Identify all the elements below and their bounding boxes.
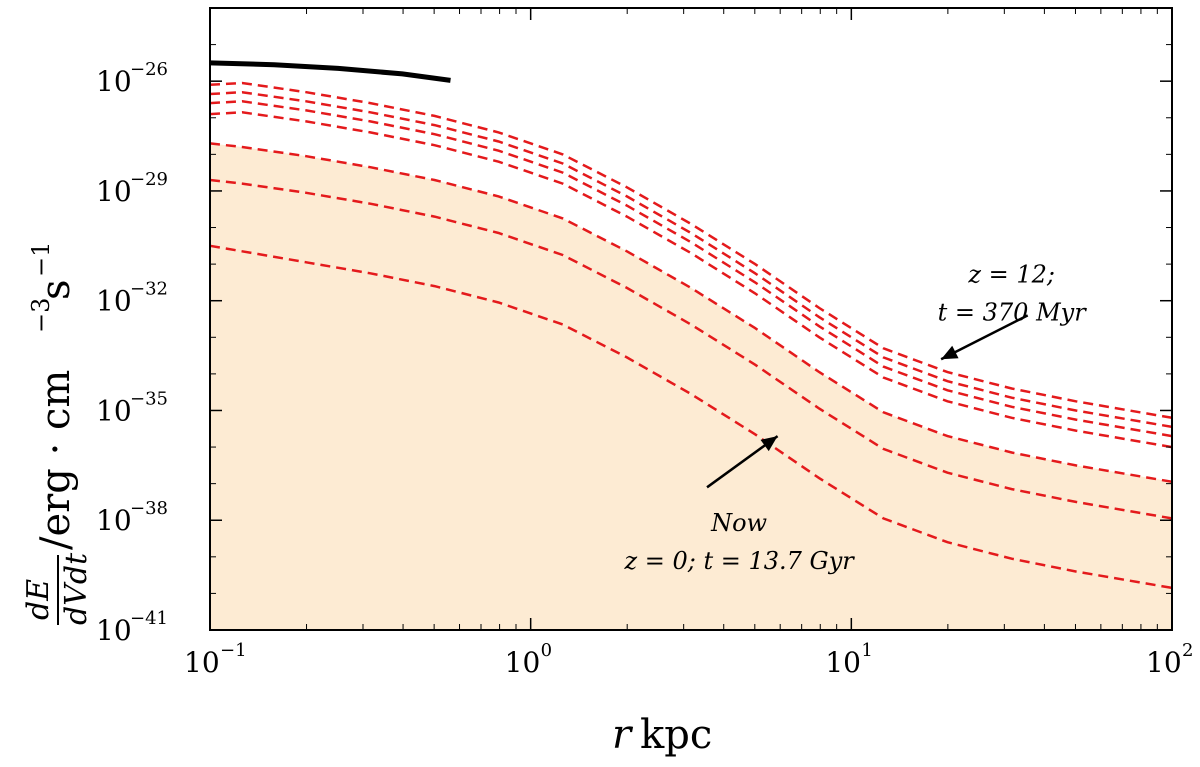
x-tick-label: 10 xyxy=(825,646,861,679)
annotation-now-line-2: z = 0; t = 13.7 Gyr xyxy=(623,547,855,575)
y-tick-exp: −38 xyxy=(130,498,168,519)
x-tick-label: 10 xyxy=(1146,646,1182,679)
x-tick-label: 10 xyxy=(505,646,541,679)
shaded-region xyxy=(210,143,1172,630)
y-tick-exp: −32 xyxy=(130,279,168,300)
y-tick-exp: −26 xyxy=(130,59,168,80)
x-tick-exp: 1 xyxy=(861,640,872,661)
y-tick-label: 10 xyxy=(96,504,132,537)
y-label-unit: /erg · cm xyxy=(33,370,79,550)
annotation-now-line-1: Now xyxy=(710,509,767,537)
x-tick-exp: 0 xyxy=(541,640,552,661)
annotation-now-arrow-head xyxy=(760,436,778,452)
x-axis-label-var: r xyxy=(612,712,634,758)
y-label-den: dVdt xyxy=(59,552,94,625)
y-label-unit-s: s xyxy=(33,279,79,300)
x-tick-exp: 2 xyxy=(1182,640,1193,661)
black-solid-line xyxy=(209,60,451,83)
annotation-top-arrow-head xyxy=(941,345,959,360)
y-label-num: dE xyxy=(21,579,56,620)
plot-frame xyxy=(209,7,1173,631)
annotation-top-arrow-shaft xyxy=(940,314,1029,361)
annotation-top-line-1: z = 12; xyxy=(967,260,1055,288)
y-tick-label: 10 xyxy=(96,65,132,98)
y-tick-label: 10 xyxy=(96,394,132,427)
y-axis-label: dE dVdt /erg · cm −3 s −1 xyxy=(21,242,94,625)
x-axis-label-unit: kpc xyxy=(640,712,712,758)
y-label-unit-s-exp: −1 xyxy=(27,242,55,277)
axis-labels: r kpc dE dVdt /erg · cm −3 s −1 xyxy=(21,242,712,758)
y-tick-exp: −35 xyxy=(130,388,168,409)
x-tick-label: 10 xyxy=(184,646,220,679)
y-tick-label: 10 xyxy=(96,614,132,647)
y-label-unit-exp: −3 xyxy=(27,298,55,333)
x-tick-exp: −1 xyxy=(220,640,247,661)
y-tick-exp: −29 xyxy=(130,169,168,190)
y-tick-exp: −41 xyxy=(130,608,168,629)
axes: 10 −1 10 0 10 1 10 210−4110−3810−3510−3210−2910… xyxy=(96,7,1193,679)
y-tick-label: 10 xyxy=(96,175,132,208)
y-tick-label: 10 xyxy=(96,285,132,318)
